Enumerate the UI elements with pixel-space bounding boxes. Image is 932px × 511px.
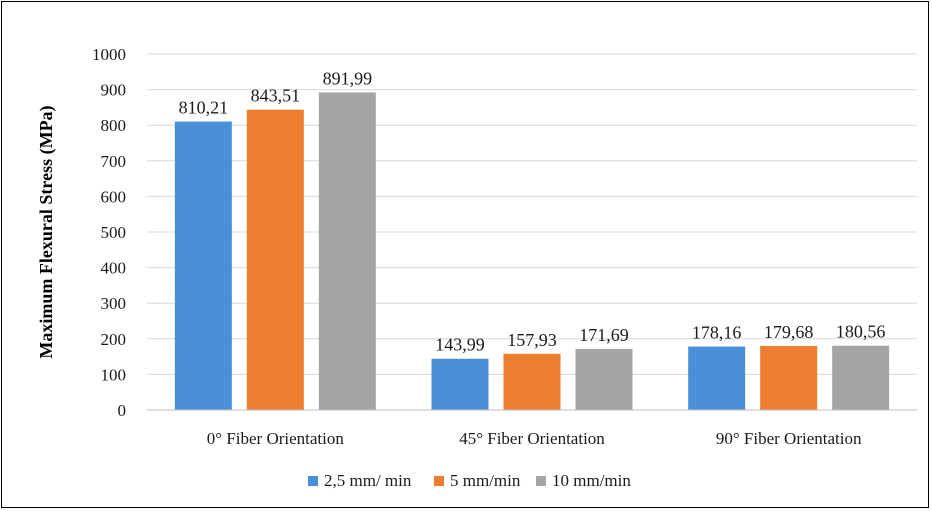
- x-tick-label: 45° Fiber Orientation: [459, 429, 605, 448]
- bar: [503, 353, 561, 410]
- data-label: 810,21: [179, 98, 229, 118]
- y-tick-label: 0: [118, 401, 127, 420]
- data-label: 157,93: [507, 330, 557, 350]
- legend-swatch: [308, 476, 318, 486]
- y-axis-title: Maximum Flexural Stress (MPa): [36, 105, 57, 358]
- legend: 2,5 mm/ min 5 mm/min 10 mm/min: [308, 471, 631, 490]
- y-tick-label: 700: [101, 152, 127, 171]
- data-label: 891,99: [323, 68, 373, 88]
- x-tick-label: 90° Fiber Orientation: [716, 429, 862, 448]
- data-label: 171,69: [579, 325, 629, 345]
- bar: [760, 346, 818, 410]
- y-axis-ticks: 0 100 200 300 400 500 600 700 800 900 1000: [92, 45, 126, 420]
- legend-label: 5 mm/min: [450, 471, 521, 490]
- y-tick-label: 600: [101, 187, 127, 206]
- data-label: 143,99: [435, 335, 485, 355]
- y-tick-label: 100: [101, 365, 127, 384]
- bar: [431, 358, 489, 410]
- y-tick-label: 200: [101, 330, 127, 349]
- legend-label: 10 mm/min: [552, 471, 631, 490]
- y-tick-label: 400: [101, 259, 127, 278]
- bar: [575, 348, 633, 410]
- data-label: 178,16: [692, 323, 742, 343]
- data-label: 180,56: [836, 322, 886, 342]
- y-tick-label: 1000: [92, 45, 126, 64]
- legend-label: 2,5 mm/ min: [324, 471, 412, 490]
- bars: [174, 92, 890, 410]
- data-label: 843,51: [251, 86, 301, 106]
- x-tick-label: 0° Fiber Orientation: [207, 429, 345, 448]
- bar: [688, 346, 746, 410]
- y-tick-label: 900: [101, 81, 127, 100]
- y-tick-label: 300: [101, 294, 127, 313]
- x-axis-ticks: 0° Fiber Orientation 45° Fiber Orientatio…: [207, 429, 862, 448]
- bar: [318, 92, 376, 410]
- bar: [246, 109, 304, 410]
- bar: [832, 345, 890, 410]
- data-labels: 810,21 843,51 891,99 143,99 157,93 171,69 178,…: [179, 68, 886, 354]
- y-tick-label: 800: [101, 116, 127, 135]
- legend-swatch: [536, 476, 546, 486]
- bar: [174, 121, 232, 410]
- legend-swatch: [434, 476, 444, 486]
- data-label: 179,68: [764, 322, 814, 342]
- y-tick-label: 500: [101, 223, 127, 242]
